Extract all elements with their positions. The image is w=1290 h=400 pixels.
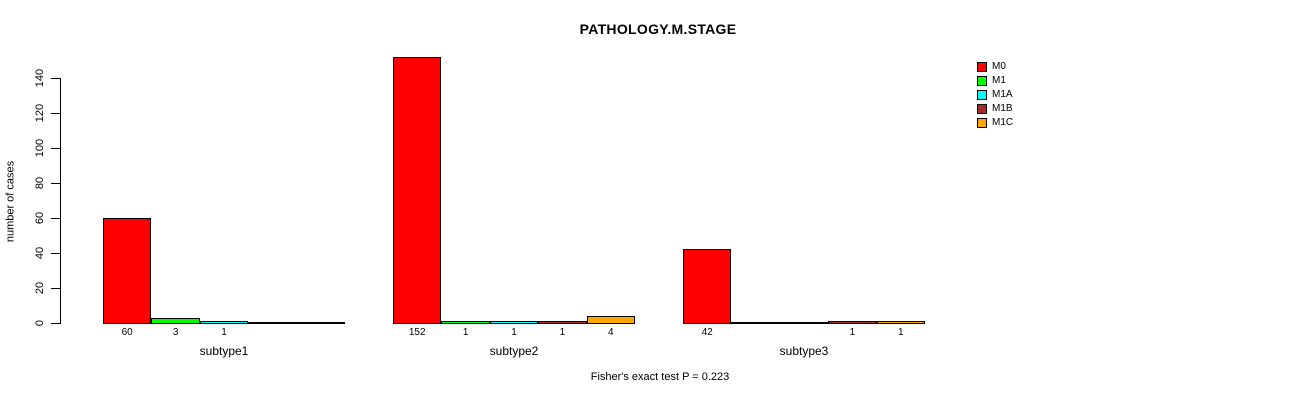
y-axis-tick-label: 140 (34, 68, 46, 88)
bar-subtype1-M1A (199, 321, 249, 324)
y-axis-tick-label: 120 (34, 103, 46, 123)
y-axis-tick-label: 20 (34, 281, 46, 295)
legend: M0 M1 M1A M1B M1C (977, 61, 1013, 129)
legend-swatch-M1 (977, 76, 987, 86)
legend-swatch-M1C (977, 118, 987, 128)
bar-subtype1-M1 (151, 318, 200, 324)
legend-item-M1C: M1C (977, 117, 1013, 129)
bar-subtype3-M1A (779, 322, 829, 324)
legend-item-M1: M1 (977, 75, 1013, 87)
group-label-subtype1: subtype1 (199, 344, 249, 358)
bar-value-label: 1 (849, 327, 856, 338)
y-axis-tick (51, 78, 60, 79)
y-axis-tick-label: 100 (34, 138, 46, 158)
bar-value-label: 42 (701, 327, 713, 338)
bar-subtype2-M0 (393, 57, 442, 324)
bar-subtype3-M1 (731, 322, 780, 324)
legend-swatch-M0 (977, 62, 987, 72)
y-axis-tick-label: 40 (34, 246, 46, 260)
bar-value-label: 1 (221, 327, 227, 338)
bar-subtype3-M1C (876, 321, 925, 324)
legend-label: M1A (992, 89, 1013, 100)
bar-subtype2-M1 (441, 321, 490, 324)
legend-item-M0: M0 (977, 61, 1013, 73)
y-axis-tick (51, 253, 60, 254)
y-axis-tick-label: 80 (34, 176, 46, 190)
bar-value-label: 4 (608, 327, 614, 338)
y-axis-tick (51, 148, 60, 149)
legend-swatch-M1A (977, 90, 987, 100)
bar-subtype1-M0 (103, 218, 152, 324)
bar-subtype1-M1C (296, 322, 345, 324)
bar-value-label: 60 (121, 327, 133, 338)
y-axis-label: number of cases (4, 160, 17, 243)
group-label-subtype2: subtype2 (489, 344, 539, 358)
legend-label: M1B (992, 103, 1013, 114)
y-axis-tick-label: 0 (34, 319, 46, 327)
legend-item-M1A: M1A (977, 89, 1013, 101)
legend-label: M1 (992, 75, 1006, 86)
legend-label: M0 (992, 61, 1006, 72)
bar-subtype3-M1B (828, 321, 877, 324)
bar-value-label: 1 (511, 327, 517, 338)
bar-subtype2-M1B (538, 321, 587, 324)
legend-swatch-M1B (977, 104, 987, 114)
y-axis-tick (51, 323, 60, 324)
bar-subtype2-M1A (489, 321, 539, 324)
bar-subtype3-M0 (683, 249, 732, 324)
y-axis-line (60, 78, 61, 324)
y-axis-tick (51, 218, 60, 219)
y-axis-tick (51, 183, 60, 184)
bar-subtype1-M1B (248, 322, 297, 324)
bar-value-label: 3 (172, 327, 179, 338)
y-axis-tick (51, 288, 60, 289)
bar-value-label: 1 (559, 327, 566, 338)
legend-item-M1B: M1B (977, 103, 1013, 115)
legend-label: M1C (992, 117, 1014, 128)
bar-value-label: 1 (462, 327, 469, 338)
bar-value-label: 1 (898, 327, 904, 338)
bar-subtype2-M1C (586, 316, 635, 324)
group-label-subtype3: subtype3 (779, 344, 829, 358)
chart-title: PATHOLOGY.M.STAGE (579, 21, 737, 37)
bar-value-label: 152 (408, 327, 426, 338)
footnote-fishers-test: Fisher's exact test P = 0.223 (590, 371, 730, 383)
y-axis-tick (51, 113, 60, 114)
y-axis-tick-label: 60 (34, 211, 46, 225)
